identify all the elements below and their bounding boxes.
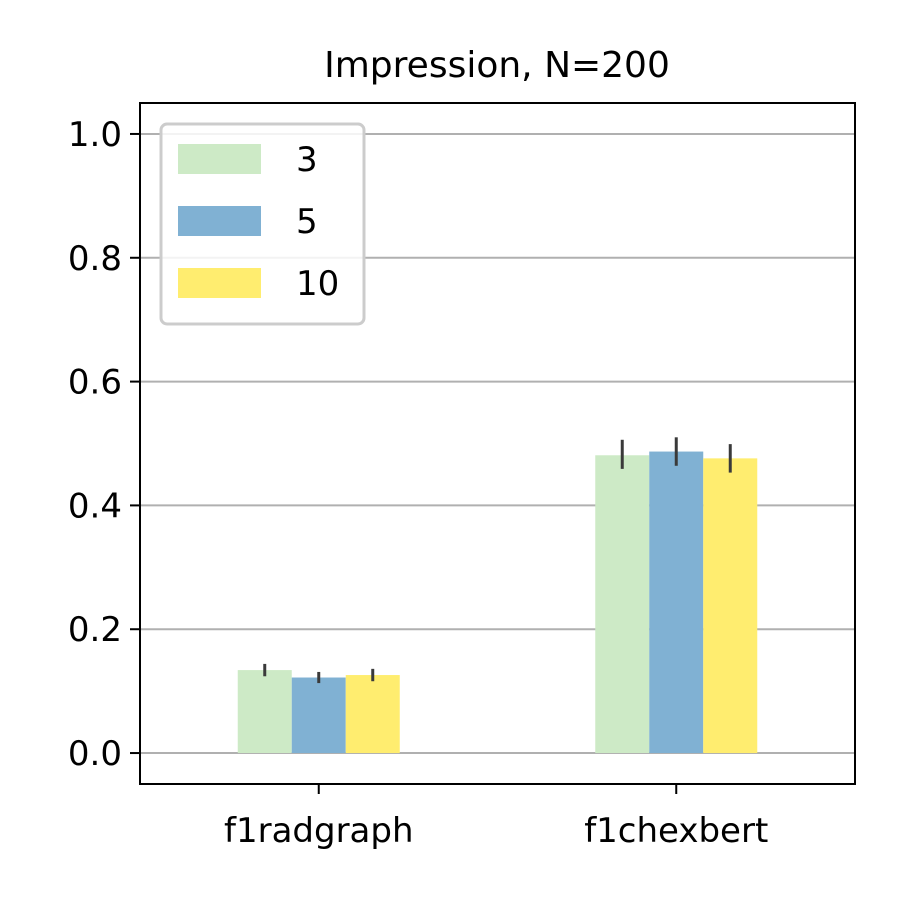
- y-tick-label: 0.0: [68, 734, 122, 774]
- y-axis: 0.0 0.2 0.4 0.6 0.8 1.0: [68, 115, 140, 774]
- y-tick-label: 0.6: [68, 363, 122, 403]
- bar-f1chexbert-5: [649, 451, 704, 754]
- chart-title: Impression, N=200: [324, 45, 670, 86]
- bar-f1chexbert-3: [595, 455, 650, 754]
- y-tick-label: 0.2: [68, 610, 122, 650]
- legend-swatch: [178, 144, 261, 174]
- bar-f1radgraph-3: [237, 670, 292, 754]
- bar-f1radgraph-10: [345, 675, 400, 754]
- y-tick-label: 0.4: [68, 486, 122, 526]
- x-tick-label: f1radgraph: [224, 811, 414, 851]
- legend-label: 3: [296, 140, 318, 180]
- legend-label: 10: [296, 264, 339, 304]
- plot-frame: [139, 102, 856, 785]
- legend-swatch: [178, 268, 261, 298]
- legend-label: 5: [296, 202, 318, 242]
- legend: 3 5 10: [159, 122, 366, 326]
- bar-f1chexbert-10: [703, 458, 758, 754]
- error-bars: [263, 437, 732, 684]
- y-tick-label: 1.0: [68, 115, 122, 155]
- x-tick-label: f1chexbert: [584, 811, 768, 851]
- legend-swatch: [178, 206, 261, 236]
- bar-f1radgraph-5: [291, 677, 346, 754]
- x-axis: f1radgraph f1chexbert: [224, 784, 768, 851]
- y-tick-label: 0.8: [68, 239, 122, 279]
- bars: [237, 451, 758, 754]
